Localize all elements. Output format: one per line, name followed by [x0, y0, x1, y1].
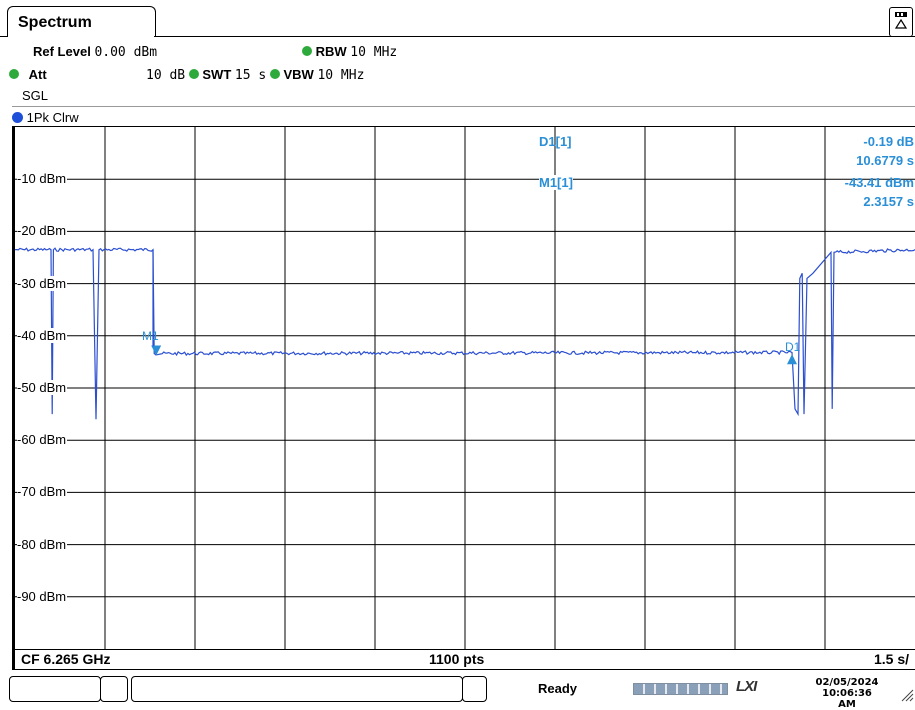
att-value: 10 dB — [146, 68, 186, 83]
d1-tag: D1 — [785, 340, 801, 354]
vbw-value: 10 MHz — [317, 68, 365, 83]
y-tick-label: -80 dBm — [17, 536, 68, 552]
tab-divider-left — [0, 36, 8, 37]
spectrum-plot[interactable] — [15, 127, 915, 649]
time-per-div: 1.5 s/ — [873, 651, 909, 667]
m1-value: -43.41 dBm — [844, 175, 914, 190]
trace-label: 1Pk Clrw — [12, 110, 79, 126]
tab-divider — [154, 36, 915, 37]
trace-indicator-icon — [12, 112, 23, 123]
d1-name: D1[1] — [539, 134, 572, 149]
ref-level-label: Ref Level — [33, 44, 91, 59]
display-config-icon — [890, 11, 912, 35]
d1-time: 10.6779 s — [856, 153, 914, 168]
y-tick-label: -30 dBm — [17, 275, 68, 291]
vbw-auto-indicator — [269, 69, 280, 79]
ready-status: Ready — [538, 681, 578, 696]
activity-bar — [633, 683, 728, 695]
spectrum-tab[interactable]: Spectrum — [7, 6, 156, 37]
y-tick-label: -10 dBm — [17, 171, 68, 187]
header-separator — [12, 106, 915, 107]
spectrum-tab-label: Spectrum — [18, 14, 92, 31]
m1-name: M1[1] — [539, 175, 573, 190]
m1-tag: M1 — [142, 329, 159, 343]
att-readout: Att — [9, 67, 47, 82]
status-field-3[interactable] — [131, 676, 463, 702]
status-bar — [7, 672, 915, 704]
ref-level-readout: Ref Level 0.00 dBm — [33, 44, 157, 60]
att-auto-indicator — [9, 69, 19, 79]
rbw-readout: RBW 10 MHz — [302, 44, 397, 60]
y-tick-label: -50 dBm — [17, 380, 68, 395]
vbw-label: VBW — [283, 67, 314, 82]
m1-marker-icon — [151, 345, 162, 356]
m1-time: 2.3157 s — [863, 194, 914, 209]
y-tick-label: -70 dBm — [17, 484, 68, 500]
date-time: 02/05/2024 10:06:36 AM — [814, 677, 880, 710]
rbw-value: 10 MHz — [350, 45, 398, 60]
lxi-logo: LXI — [736, 678, 757, 695]
rbw-auto-indicator — [302, 46, 312, 56]
center-frequency: CF 6.265 GHz — [21, 651, 111, 667]
grid — [15, 127, 915, 649]
y-tick-label: -20 dBm — [17, 223, 68, 239]
trace-line — [15, 247, 915, 420]
sweep-mode: SGL — [22, 88, 49, 103]
swt-value: 15 s — [234, 68, 267, 83]
display-config-button[interactable] — [889, 7, 913, 37]
time: 10:06:36 AM — [822, 688, 872, 710]
att-value-group: 10 dB SWT 15 s VBW 10 MHz — [146, 67, 364, 83]
d1-marker-icon — [787, 354, 797, 365]
sweep-points: 1100 pts — [429, 651, 485, 667]
y-tick-label: -90 dBm — [17, 588, 68, 604]
trace-mode: 1Pk Clrw — [26, 110, 79, 125]
resize-grip-icon[interactable] — [900, 688, 914, 705]
marker-group — [151, 249, 797, 365]
d1-value: -0.19 dB — [863, 134, 914, 149]
swt-label: SWT — [202, 67, 232, 82]
att-label: Att — [28, 67, 47, 82]
status-field-2[interactable] — [100, 676, 128, 702]
swt-auto-indicator — [188, 69, 199, 79]
y-tick-label: -60 dBm — [17, 432, 68, 448]
ref-level-value: 0.00 dBm — [94, 45, 158, 60]
rbw-label: RBW — [315, 44, 347, 59]
date: 02/05/2024 — [815, 677, 879, 688]
status-field-1[interactable] — [9, 676, 101, 702]
plot-frame — [12, 126, 915, 650]
y-tick-label: -40 dBm — [17, 327, 68, 343]
status-field-4[interactable] — [462, 676, 487, 702]
plot-footer: CF 6.265 GHz 1100 pts 1.5 s/ — [12, 650, 915, 670]
